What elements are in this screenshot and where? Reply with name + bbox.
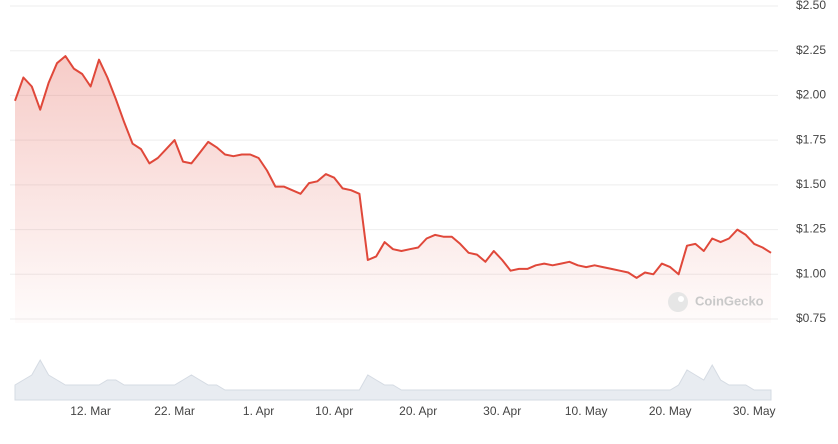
x-tick-label: 10. May [565, 404, 608, 418]
x-tick-label: 10. Apr [315, 404, 353, 418]
y-tick-label: $1.00 [796, 266, 826, 280]
volume-area [14, 358, 772, 401]
watermark-logo [668, 292, 688, 312]
y-tick-label: $1.25 [796, 222, 826, 236]
y-tick-label: $2.00 [796, 88, 826, 102]
price-area [15, 56, 771, 323]
plot: $0.75 $1.00 $1.25 $1.50 $1.75 $2.00 $2.25 $2.50… [10, 0, 826, 418]
x-tick-label: 30. Apr [483, 404, 521, 418]
y-tick-label: $2.25 [796, 43, 826, 57]
x-tick-label: 22. Mar [154, 404, 195, 418]
x-tick-label: 20. May [649, 404, 692, 418]
watermark-text: CoinGecko [695, 293, 764, 308]
x-tick-label: 30. May [733, 404, 776, 418]
y-tick-label: $1.50 [796, 177, 826, 191]
y-tick-label: $1.75 [796, 132, 826, 146]
watermark: CoinGecko [668, 292, 764, 312]
watermark-logo-eye [678, 296, 684, 302]
y-tick-label: $2.50 [796, 0, 826, 12]
y-tick-label: $0.75 [796, 311, 826, 325]
x-tick-label: 1. Apr [243, 404, 274, 418]
price-line [14, 55, 772, 279]
x-tick-label: 12. Mar [70, 404, 111, 418]
x-tick-label: 20. Apr [399, 404, 437, 418]
